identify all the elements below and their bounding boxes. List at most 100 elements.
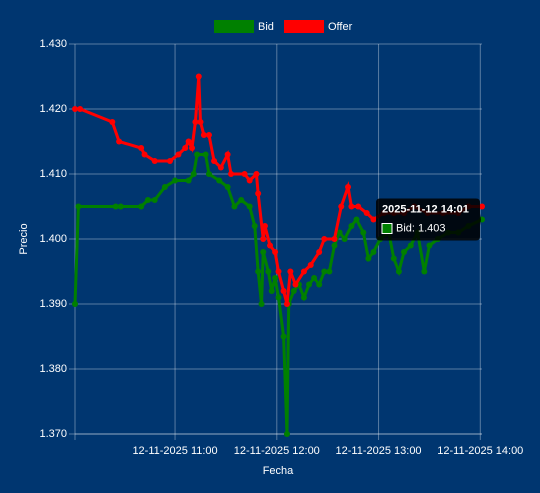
point [292,281,299,288]
point [316,281,323,288]
point [283,301,290,307]
point [246,203,253,210]
point [321,236,328,242]
point [205,171,212,177]
point [395,268,402,275]
point [175,151,182,158]
point [283,431,290,437]
point [316,249,323,255]
point [77,106,84,112]
point [370,216,377,223]
tooltip-label: Bid: 1.403 [396,222,446,234]
point [280,333,287,340]
point [197,119,204,125]
point [117,203,124,210]
point [275,294,282,301]
y-axis-title: Precio [18,223,30,254]
point [138,203,145,210]
point [246,177,253,184]
point [224,184,231,190]
tooltip-title: 2025-11-12 14:01 [382,203,469,215]
point [253,171,260,177]
y-tick-label: 1.410 [39,168,67,180]
point [192,119,199,125]
point [300,268,307,275]
point [109,119,116,125]
point [275,268,282,275]
point [479,203,485,210]
point [365,255,372,262]
point [265,268,272,275]
point [182,145,189,151]
point [311,275,318,281]
point [161,184,168,190]
point [348,223,355,229]
point [138,145,145,151]
point [400,249,407,255]
point [255,268,262,275]
y-tick-label: 1.380 [39,363,67,375]
legend-swatch [284,20,324,33]
legend-swatch [214,20,254,33]
x-tick-label: 12-11-2025 12:00 [234,445,320,457]
point [251,223,258,229]
point [268,288,275,294]
x-tick-label: 12-11-2025 13:00 [336,445,422,457]
point [421,268,428,275]
point [272,249,279,255]
point [189,145,196,151]
point [355,203,362,210]
point [287,268,294,275]
point [300,294,307,301]
x-tick-label: 12-11-2025 14:00 [437,445,523,457]
x-tick-label: 12-11-2025 11:00 [132,445,217,457]
point [75,203,82,210]
point [336,229,343,236]
point [112,203,119,210]
point [426,242,433,249]
point [238,197,245,203]
point [185,138,192,145]
point [217,164,224,171]
point [190,171,197,177]
point [307,262,314,268]
point [290,288,297,294]
point [166,158,173,164]
point [338,203,345,210]
point [141,151,148,158]
point [211,158,218,164]
x-axis-title: Fecha [263,465,294,477]
point [202,151,209,158]
point [331,236,338,242]
point [260,249,267,255]
point [267,242,274,249]
point [260,236,267,242]
legend-label: Offer [328,21,353,33]
point [390,255,397,262]
point [272,275,279,281]
point [194,151,201,158]
point [407,242,414,249]
point [360,229,367,236]
point [185,177,192,184]
point [258,301,265,307]
y-tick-label: 1.370 [39,428,67,440]
point [326,268,333,275]
tooltip-box [376,198,481,241]
y-tick-label: 1.400 [39,233,67,245]
point [72,301,78,307]
legend-label: Bid [258,21,274,33]
point [363,210,370,216]
point [205,132,212,138]
point [370,249,377,255]
point [331,242,338,249]
point [321,268,328,275]
point [151,158,158,164]
tooltip-swatch [381,223,393,234]
y-tick-label: 1.430 [39,38,67,50]
point [172,177,179,184]
point [341,236,348,242]
point [353,216,360,223]
point [151,197,158,203]
y-tick-label: 1.390 [39,298,67,310]
